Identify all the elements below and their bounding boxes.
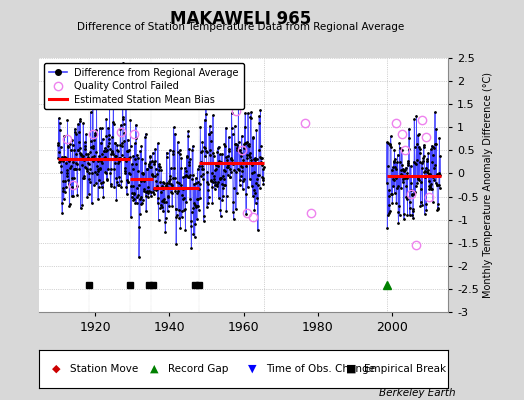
Text: Record Gap: Record Gap	[168, 364, 228, 374]
Legend: Difference from Regional Average, Quality Control Failed, Estimated Station Mean: Difference from Regional Average, Qualit…	[44, 63, 244, 109]
Text: ▼: ▼	[248, 364, 256, 374]
Text: Berkeley Earth: Berkeley Earth	[379, 388, 456, 398]
Y-axis label: Monthly Temperature Anomaly Difference (°C): Monthly Temperature Anomaly Difference (…	[483, 72, 493, 298]
Text: ◆: ◆	[51, 364, 60, 374]
Text: Empirical Break: Empirical Break	[364, 364, 446, 374]
Text: Time of Obs. Change: Time of Obs. Change	[266, 364, 375, 374]
Text: MAKAWELI 965: MAKAWELI 965	[170, 10, 312, 28]
Text: ■: ■	[346, 364, 356, 374]
Text: Difference of Station Temperature Data from Regional Average: Difference of Station Temperature Data f…	[78, 22, 405, 32]
Text: Station Move: Station Move	[70, 364, 138, 374]
Text: ▲: ▲	[150, 364, 158, 374]
